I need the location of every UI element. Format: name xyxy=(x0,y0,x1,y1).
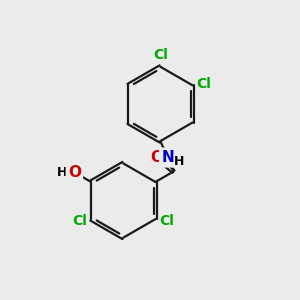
Text: H: H xyxy=(174,155,185,168)
Text: O: O xyxy=(150,150,163,165)
Text: Cl: Cl xyxy=(159,214,174,228)
Text: N: N xyxy=(161,150,174,165)
Text: Cl: Cl xyxy=(73,214,88,228)
Text: O: O xyxy=(68,165,81,180)
Text: Cl: Cl xyxy=(196,77,211,91)
Text: Cl: Cl xyxy=(153,48,168,62)
Text: H: H xyxy=(57,166,67,179)
